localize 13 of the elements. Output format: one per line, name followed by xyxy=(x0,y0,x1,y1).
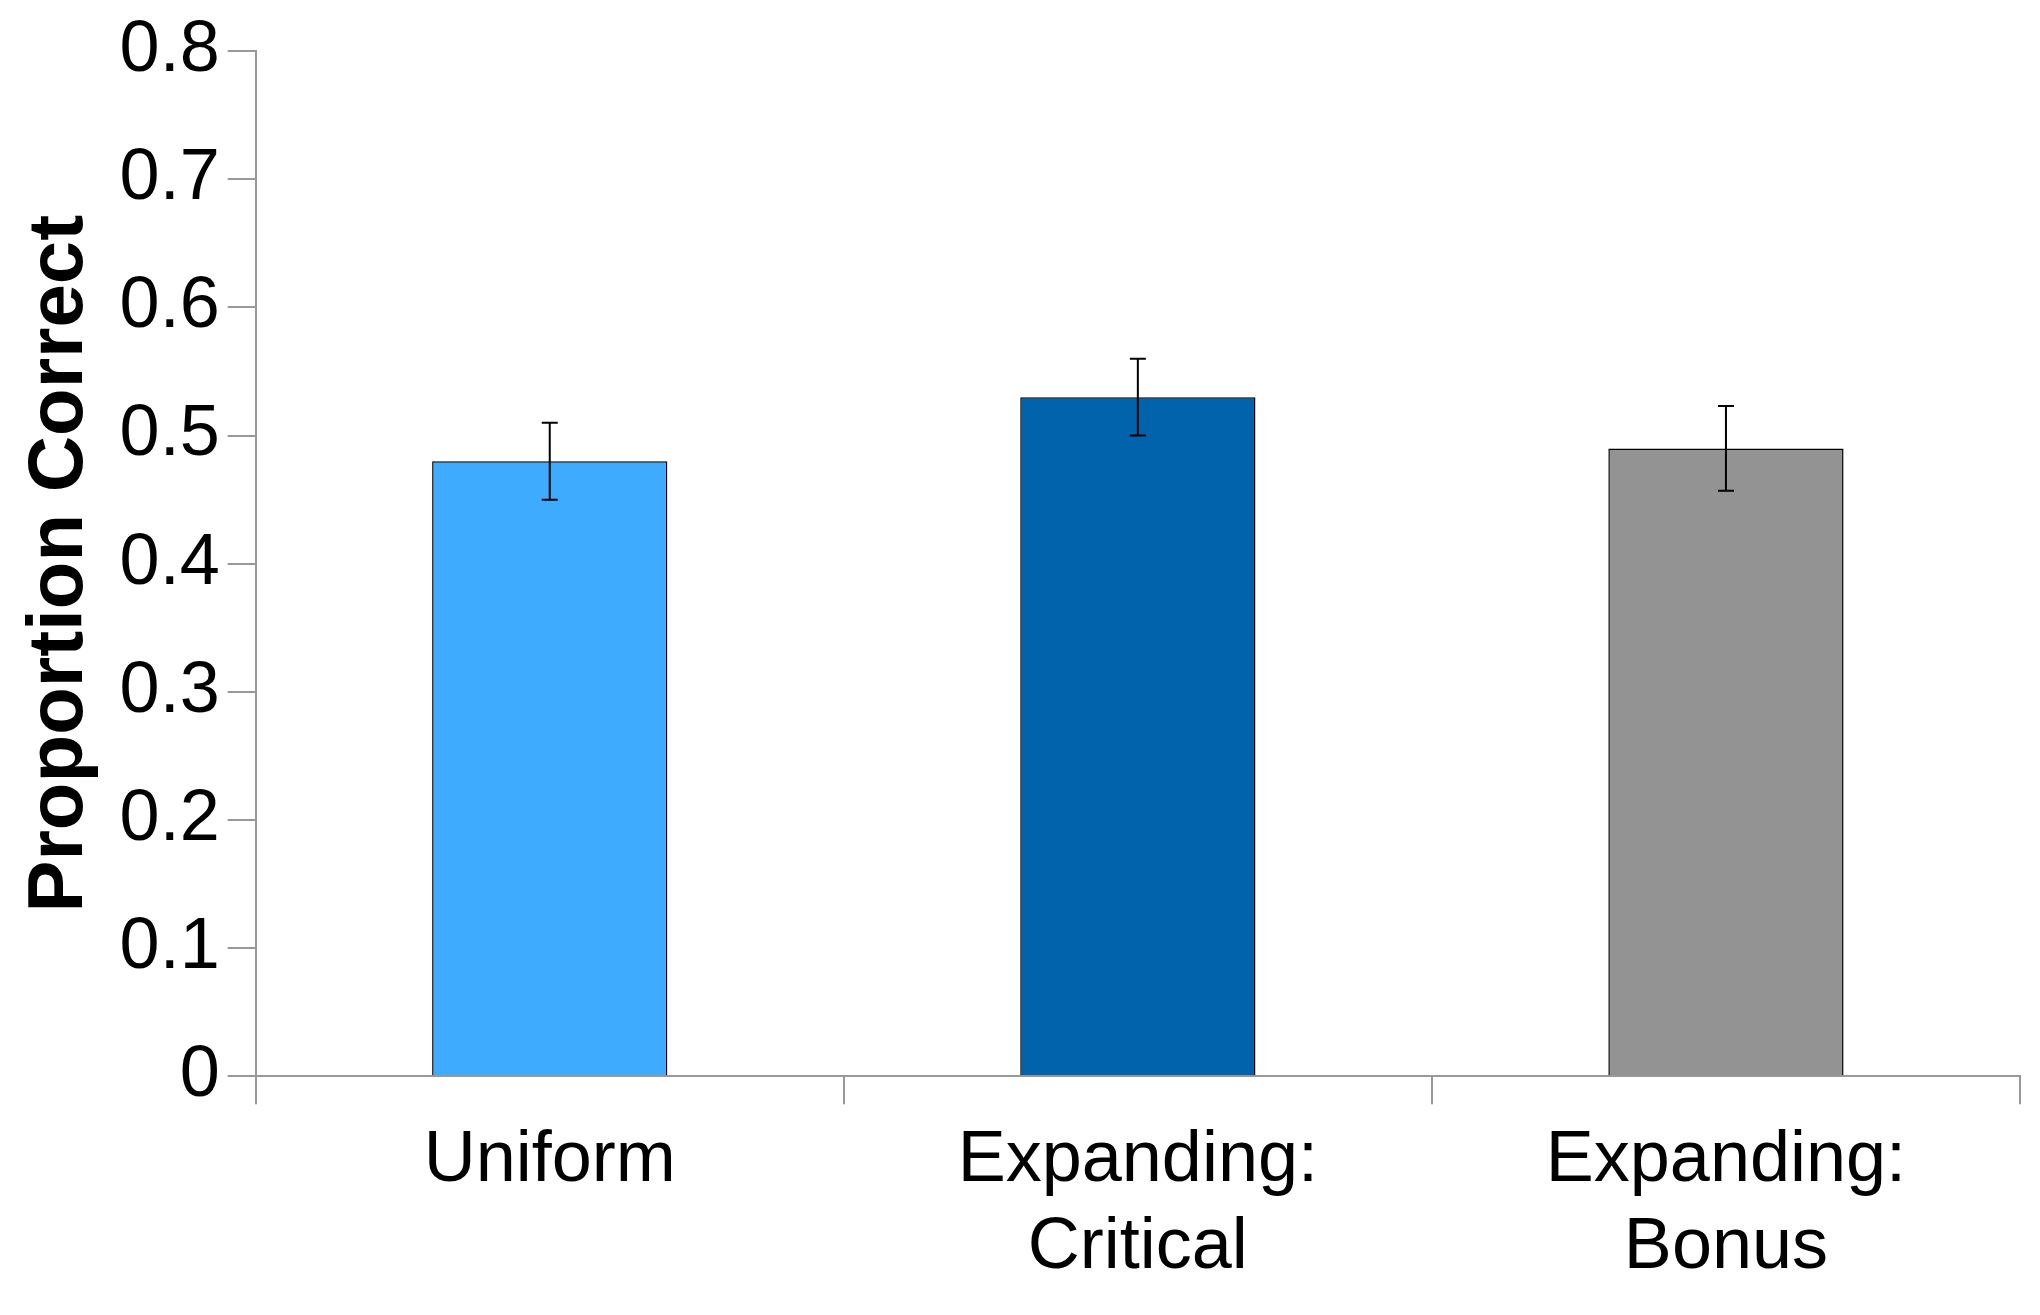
y-tick-label: 0 xyxy=(179,1031,220,1112)
y-tick-label: 0.5 xyxy=(119,390,220,471)
x-tick-label: Expanding: Bonus xyxy=(1545,1116,1907,1283)
y-tick-label: 0.4 xyxy=(119,518,220,599)
y-tick-label: 0.7 xyxy=(119,134,220,215)
y-tick-label: 0.2 xyxy=(119,774,220,855)
y-tick-label: 0.8 xyxy=(119,6,220,87)
y-tick-label: 0.3 xyxy=(119,646,220,727)
x-tick-label: Expanding: Critical xyxy=(957,1116,1318,1283)
y-axis-title: Proportion Correct xyxy=(11,214,100,913)
y-tick-label: 0.6 xyxy=(119,262,220,343)
y-tick-label: 0.1 xyxy=(119,902,220,983)
x-tick-label: Uniform xyxy=(423,1116,676,1197)
